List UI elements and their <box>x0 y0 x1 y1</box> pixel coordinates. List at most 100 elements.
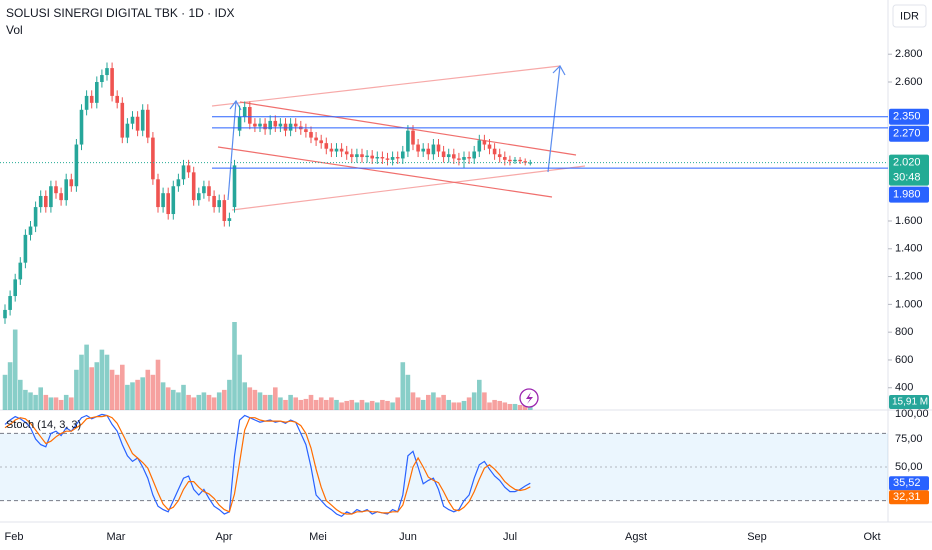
stoch-label: 35,52 <box>893 477 921 489</box>
volume-bar <box>471 392 477 410</box>
volume-bar <box>63 394 69 410</box>
candle-body <box>212 195 216 208</box>
x-tick-label: Apr <box>215 531 232 543</box>
currency-button[interactable] <box>892 4 927 28</box>
volume-label: 15,91 M <box>892 397 928 408</box>
price-label: 1.980 <box>893 189 921 201</box>
candle-body <box>151 137 155 180</box>
candle-body <box>191 172 196 201</box>
y-tick-label: 1.200 <box>895 270 923 282</box>
candle-body <box>28 226 33 235</box>
volume-bar <box>288 394 293 410</box>
candle-body <box>523 161 527 163</box>
candle-body <box>176 179 181 187</box>
y-tick-label: 2.600 <box>895 76 923 88</box>
y-tick-label: 2.800 <box>895 48 923 60</box>
candle-body <box>441 151 446 158</box>
x-tick-label: Okt <box>863 531 880 543</box>
candle-body <box>350 154 354 158</box>
y-tick-label: 1.400 <box>895 243 923 255</box>
candle-body <box>487 144 492 149</box>
candle-body <box>13 279 17 297</box>
volume-bar <box>247 387 253 410</box>
candle-body <box>253 123 257 127</box>
volume-bar <box>456 402 462 410</box>
x-tick-label: Mei <box>309 531 327 543</box>
volume-bar <box>339 402 344 410</box>
candle-body <box>69 179 74 187</box>
candle-body <box>18 262 23 280</box>
y-tick-label: 400 <box>895 382 913 394</box>
candle-body <box>222 200 227 221</box>
volume-bar <box>38 387 43 410</box>
arrow <box>227 100 237 201</box>
stoch-band <box>0 433 888 501</box>
event-icon-bolt <box>526 392 533 404</box>
candle-body <box>186 165 191 173</box>
volume-bar <box>278 397 283 410</box>
candle-body <box>278 123 283 127</box>
volume-bar <box>43 394 49 410</box>
volume-bar <box>104 354 110 410</box>
volume-bar <box>385 400 390 410</box>
candle-body <box>518 159 522 162</box>
candle-body <box>84 95 89 110</box>
channel-line <box>217 146 553 198</box>
volume-bar <box>497 400 502 410</box>
volume-bar <box>466 397 472 410</box>
marks: 100,00 75,00 50,00 35,52 32,31 Feb Mar Apr Mei Ju… <box>0 48 929 543</box>
volume-bar <box>369 400 375 410</box>
candle-body <box>288 123 293 131</box>
volume-bar <box>308 394 314 410</box>
volume-bar <box>441 394 446 410</box>
candle-body <box>248 107 252 124</box>
volume-bar <box>283 399 288 410</box>
volume-bar <box>176 392 181 410</box>
candle-body <box>49 186 53 208</box>
candle-body <box>452 154 456 159</box>
candle-body <box>89 95 94 103</box>
volume-bar <box>477 379 482 410</box>
candle-body <box>95 82 99 103</box>
stoch-line <box>4 414 531 515</box>
candle-body <box>370 155 374 159</box>
candle-body <box>268 120 272 130</box>
volume-bar <box>191 397 196 410</box>
volume-bar <box>94 362 100 410</box>
volume-bar <box>267 394 273 410</box>
candle-body <box>462 157 466 160</box>
candle-body <box>115 95 119 103</box>
candle-body <box>329 148 334 152</box>
volume-bar <box>135 379 140 410</box>
currency: IDR <box>900 10 919 22</box>
candle-body <box>355 154 359 158</box>
candle-body <box>79 109 84 145</box>
candle-body <box>146 109 150 138</box>
candle-body <box>3 309 7 319</box>
candle-body <box>314 137 318 141</box>
arrow <box>547 65 561 173</box>
price-label-box <box>889 108 929 125</box>
volume-bar <box>507 403 513 410</box>
volume-bar <box>28 392 33 410</box>
candle-body <box>395 157 400 159</box>
candle-body <box>8 296 12 310</box>
candle-body <box>492 148 497 155</box>
volume-bar <box>211 397 217 410</box>
candle-body <box>23 234 28 263</box>
x-tick-label: Feb <box>5 531 24 543</box>
candle-body <box>207 186 211 196</box>
countdown: 30:48 <box>893 172 921 184</box>
candle-body <box>497 154 502 158</box>
volume-bar <box>461 400 467 410</box>
volume-bar <box>405 374 411 410</box>
volume-bar <box>89 367 94 410</box>
price-label-box <box>889 186 929 203</box>
candle-body <box>380 157 385 159</box>
y-tick-label: 600 <box>895 354 913 366</box>
candle-body <box>217 200 221 208</box>
candle-body <box>135 116 140 131</box>
stoch-label-box <box>889 490 929 505</box>
